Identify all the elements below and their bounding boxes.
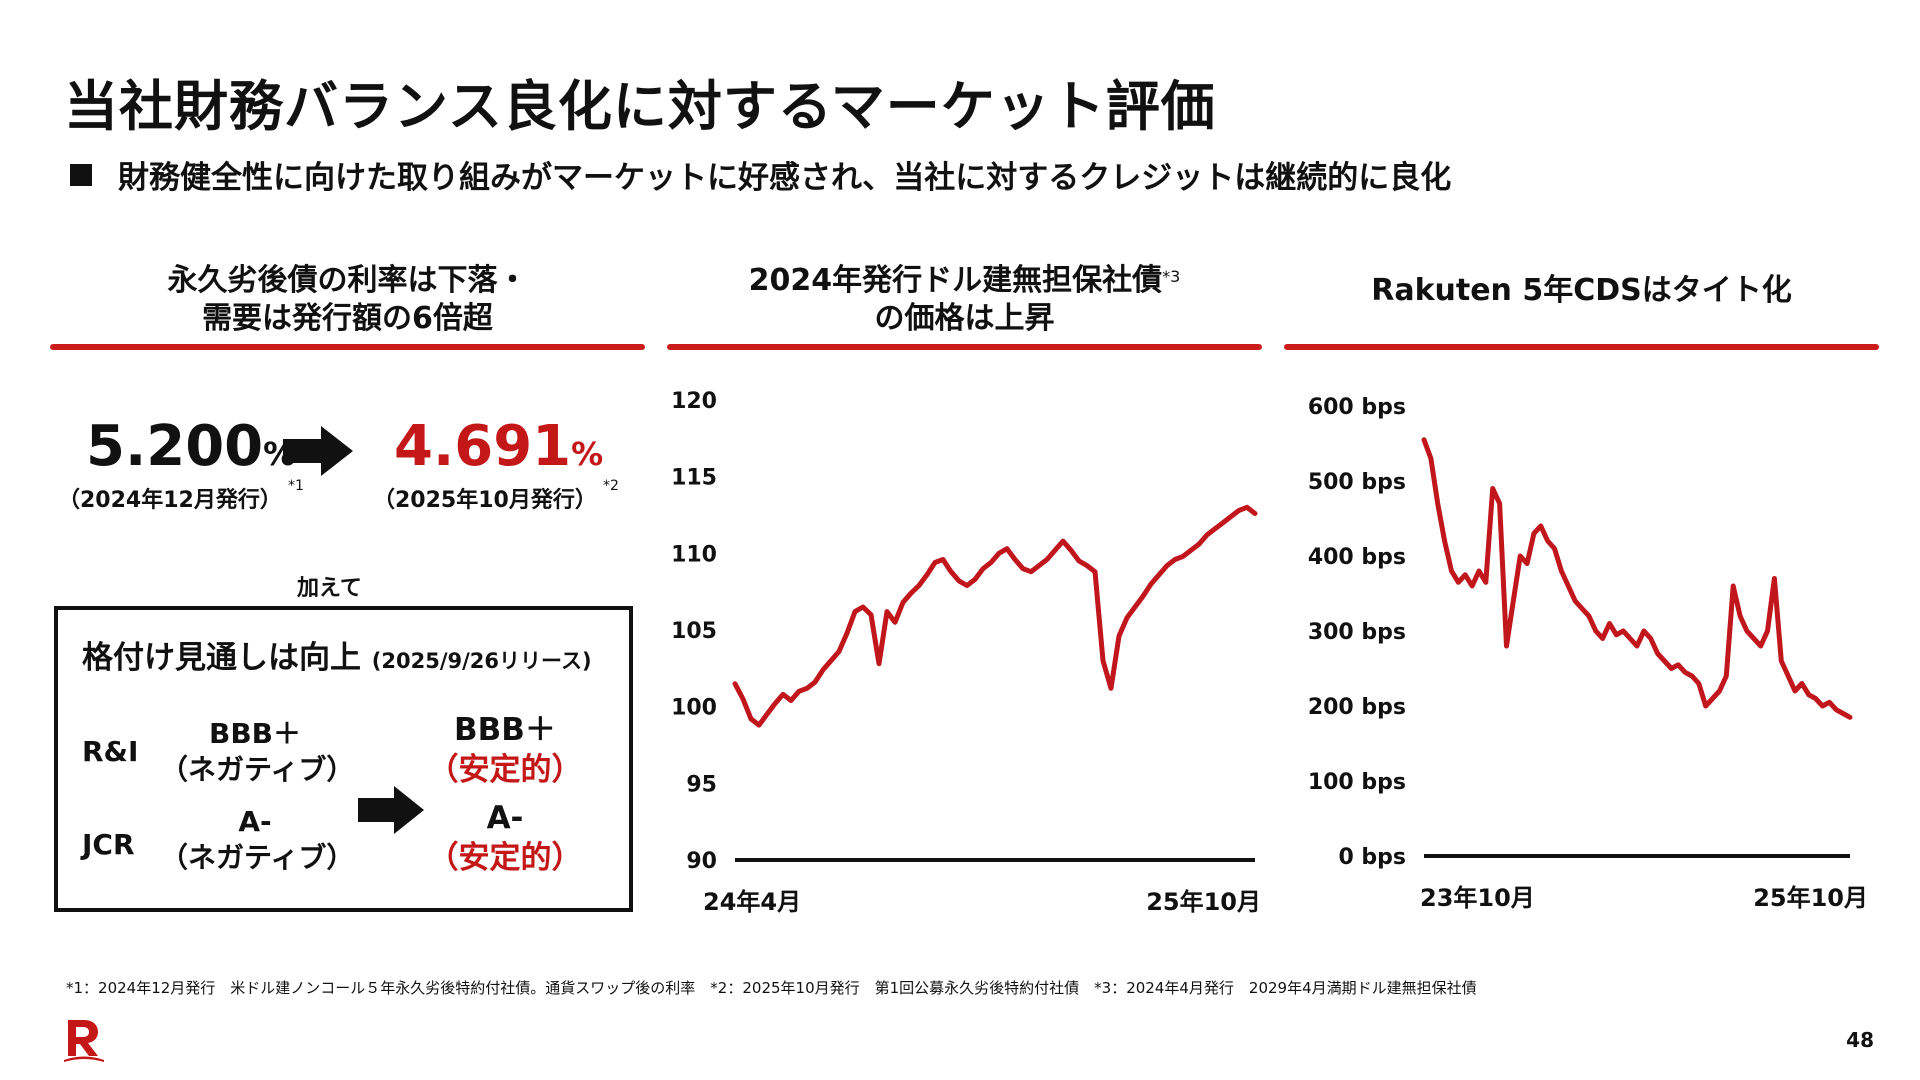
ri-old-grade: BBB＋ — [208, 717, 302, 750]
bond-price-chart: 120 115 110 105 100 95 90 24年4月 25年10月 — [671, 389, 1261, 916]
cds-chart: 600 bps 500 bps 400 bps 300 bps 200 bps 100 b… — [1308, 395, 1868, 912]
jcr-new-rating: A- （安定的） — [420, 798, 590, 878]
old-rate-date-text: （2024年12月発行） — [58, 488, 282, 513]
ri-new-rating: BBB＋ （安定的） — [420, 710, 590, 790]
x-tick-label: 25年10月 — [1146, 888, 1261, 916]
new-rate-footnote-mark: *2 — [603, 478, 619, 494]
old-rate-date: （2024年12月発行） — [58, 482, 282, 514]
col1-heading: 永久劣後債の利率は下落・ 需要は発行額の6倍超 — [50, 262, 645, 338]
ratings-title-text: 格付け見通しは向上 — [82, 640, 361, 676]
col2-heading: 2024年発行ドル建無担保社債*3 の価格は上昇 — [667, 262, 1262, 338]
ratings-box — [54, 606, 633, 912]
col2-heading-line1: 2024年発行ドル建無担保社債 — [748, 263, 1163, 298]
new-rate-date-text: （2025年10月発行） — [373, 488, 597, 513]
page-subtitle: 財務健全性に向けた取り組みがマーケットに好感され、当社に対するクレジットは継続的… — [70, 152, 1451, 197]
jcr-new-outlook: （安定的） — [427, 840, 583, 876]
y-tick-label: 110 — [671, 542, 717, 567]
footnote: *1：2024年12月発行 米ドル建ノンコール５年永久劣後特約付社債。通貨スワッ… — [66, 979, 1477, 997]
ri-new-outlook: （安定的） — [427, 752, 583, 788]
ri-old-outlook: （ネガティブ） — [160, 753, 355, 786]
y-tick-label: 100 bps — [1308, 770, 1406, 795]
new-rate-value: 4.691 — [394, 414, 572, 479]
ratings-box-title: 格付け見通しは向上 (2025/9/26リリース) — [82, 632, 592, 677]
old-rate: 5.200% — [86, 414, 295, 479]
new-rate-date: （2025年10月発行） — [373, 482, 597, 514]
arrow-right-icon — [283, 426, 353, 476]
y-tick-label: 100 — [671, 696, 717, 721]
ri-new-grade: BBB＋ — [454, 712, 556, 748]
series-line — [732, 504, 1258, 728]
agency-ri: R&I — [82, 735, 139, 768]
page-number: 48 — [1846, 1028, 1874, 1052]
old-rate-value: 5.200 — [86, 414, 264, 479]
y-tick-label: 95 — [686, 772, 717, 797]
y-tick-label: 500 bps — [1308, 470, 1406, 495]
col1-heading-line2: 需要は発行額の6倍超 — [202, 301, 493, 336]
jcr-old-rating: A- （ネガティブ） — [160, 804, 355, 876]
jcr-new-grade: A- — [486, 800, 524, 836]
y-tick-label: 300 bps — [1308, 620, 1406, 645]
subtitle-text: 財務健全性に向けた取り組みがマーケットに好感され、当社に対するクレジットは継続的… — [118, 160, 1452, 196]
page-title: 当社財務バランス良化に対するマーケット評価 — [64, 75, 1216, 138]
y-tick-label: 200 bps — [1308, 695, 1406, 720]
col1-heading-line1: 永久劣後債の利率は下落・ — [167, 263, 528, 298]
square-bullet-icon — [70, 163, 92, 186]
x-tick-label: 24年4月 — [703, 888, 801, 916]
y-tick-label: 120 — [671, 389, 717, 414]
y-tick-label: 600 bps — [1308, 395, 1406, 420]
col2-divider — [667, 344, 1262, 350]
x-tick-label: 23年10月 — [1420, 884, 1535, 912]
y-tick-label: 0 bps — [1338, 845, 1406, 870]
new-rate: 4.691% — [394, 414, 603, 479]
also-label: 加えて — [297, 576, 362, 601]
arrow-right-icon — [358, 786, 424, 834]
y-tick-label: 105 — [671, 619, 717, 644]
rakuten-logo-icon — [64, 1020, 104, 1062]
jcr-old-outlook: （ネガティブ） — [160, 841, 355, 874]
new-rate-pct: % — [571, 435, 604, 473]
col1-divider — [50, 344, 645, 350]
jcr-old-grade: A- — [238, 805, 272, 838]
old-rate-footnote-mark: *1 — [288, 478, 304, 494]
x-tick-label: 25年10月 — [1753, 884, 1868, 912]
col2-heading-line2: の価格は上昇 — [874, 301, 1055, 336]
y-tick-label: 90 — [686, 849, 717, 874]
ri-old-rating: BBB＋ （ネガティブ） — [160, 716, 355, 788]
series-line — [1421, 437, 1853, 720]
agency-jcr: JCR — [82, 828, 135, 861]
y-tick-label: 400 bps — [1308, 545, 1406, 570]
col3-heading: Rakuten 5年CDSはタイト化 — [1371, 273, 1792, 308]
col2-heading-note: *3 — [1162, 267, 1181, 286]
col2-heading-line1-wrap: 2024年発行ドル建無担保社債*3 — [667, 262, 1262, 300]
y-tick-label: 115 — [671, 466, 717, 491]
ratings-release-date: (2025/9/26リリース) — [371, 649, 592, 673]
col3-divider — [1284, 344, 1879, 350]
